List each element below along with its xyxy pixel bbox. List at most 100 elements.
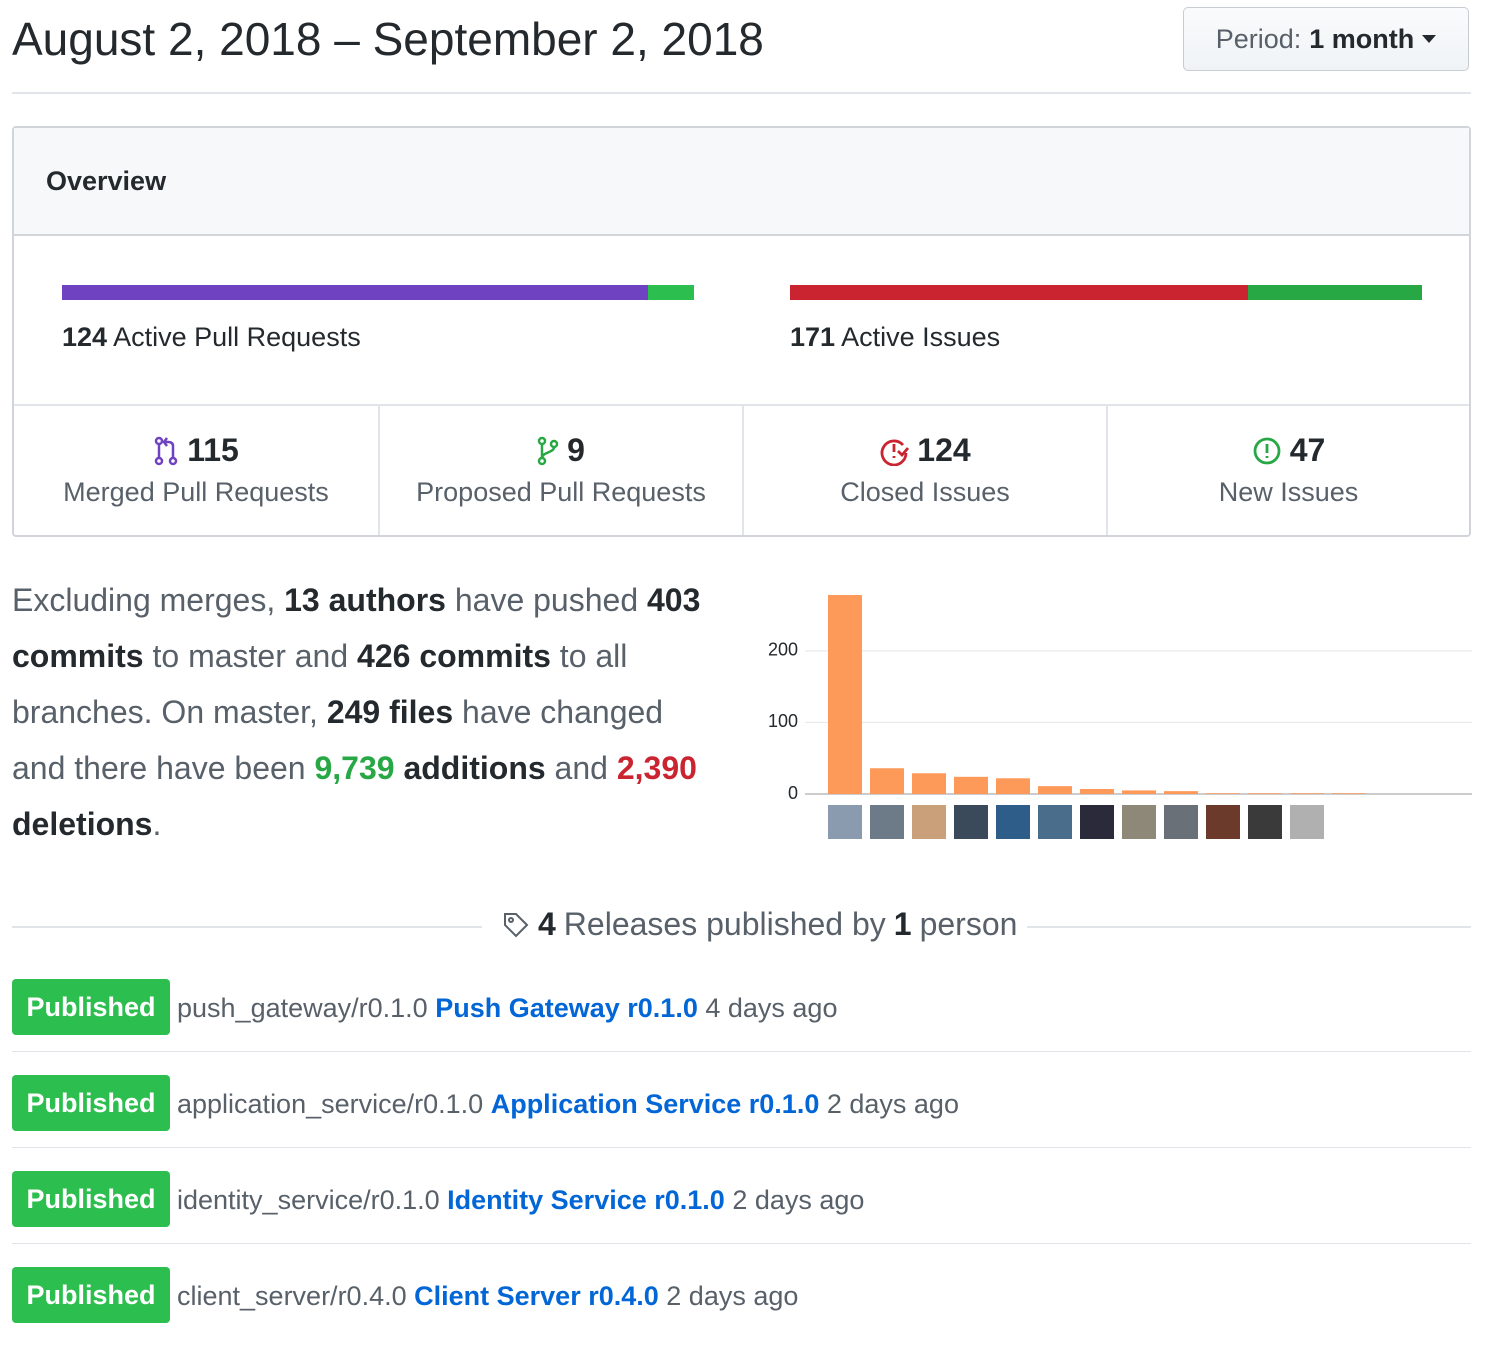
release-text: client_server/r0.4.0 Client Server r0.4.… (177, 1281, 798, 1312)
avatar (954, 805, 988, 839)
avatar (1290, 805, 1324, 839)
summary-text: Excluding merges, (12, 582, 285, 618)
release-time: 2 days ago (826, 1089, 959, 1119)
page-title: August 2, 2018 – September 2, 2018 (12, 13, 764, 65)
divider (12, 92, 1471, 94)
bar (1164, 791, 1198, 794)
count: 171 (790, 322, 836, 352)
label: Active Issues (841, 322, 1001, 352)
release-time: 4 days ago (705, 993, 838, 1023)
avatar (1164, 805, 1198, 839)
bar (1080, 788, 1114, 794)
summary-text: to all branches. On master, (12, 638, 628, 730)
stat-label: Merged Pull Requests (63, 477, 329, 507)
avatar (1122, 805, 1156, 839)
stat[interactable]: 9 Proposed Pull Requests (380, 406, 742, 535)
divider (12, 926, 482, 928)
stat[interactable]: 47 New Issues (1108, 406, 1469, 535)
release-text: identity_service/r0.1.0 Identity Service… (177, 1185, 864, 1216)
issue-bar (790, 285, 1422, 300)
divider (378, 406, 380, 535)
avatar (1332, 805, 1366, 839)
y-tick-label: 0 (788, 783, 798, 803)
avatar (996, 805, 1030, 839)
stat-value: 124 (917, 432, 971, 468)
avatar (870, 805, 904, 839)
summary-text: 13 authors (284, 582, 446, 618)
badge: Published (12, 1075, 170, 1131)
stat[interactable]: 115 Merged Pull Requests (14, 406, 378, 535)
badge: Published (12, 1267, 170, 1323)
stat[interactable]: 124 Closed Issues (744, 406, 1106, 535)
release-name[interactable]: Client Server r0.4.0 (414, 1281, 659, 1311)
summary-text: 2,390 (616, 750, 697, 786)
caret (1422, 35, 1437, 43)
bar-segment (790, 285, 1249, 300)
avatar (1206, 805, 1240, 839)
summary-text: additions (394, 750, 546, 786)
branch-icon (537, 436, 559, 465)
release-text: push_gateway/r0.1.0 Push Gateway r0.1.0 … (177, 993, 837, 1024)
summary-text: and (545, 750, 617, 786)
y-tick-label: 200 (768, 640, 798, 660)
stat-value: 9 (567, 432, 585, 468)
summary-text: 426 commits (357, 638, 551, 674)
release-tag: client_server/r0.4.0 (177, 1281, 407, 1311)
active-prs: 124 Active Pull Requests (62, 322, 361, 353)
active-issues: 171 Active Issues (790, 322, 1000, 353)
summary-text: 403 commits (12, 582, 701, 674)
avatar (1038, 805, 1072, 839)
bar (912, 773, 946, 794)
bar-segment (648, 285, 694, 300)
text: person (919, 906, 1018, 942)
divider (1106, 406, 1108, 535)
bar (954, 776, 988, 794)
release-tag: push_gateway/r0.1.0 (177, 993, 428, 1023)
bar (996, 778, 1030, 794)
release-name[interactable]: Application Service r0.1.0 (490, 1089, 820, 1119)
stat-value: 47 (1289, 432, 1326, 468)
divider (12, 1051, 1471, 1052)
summary-text: deletions (12, 806, 153, 842)
release-row: Published identity_service/r0.1.0 Identit… (12, 1171, 1471, 1267)
count: 124 (62, 322, 108, 352)
bar (1248, 793, 1282, 794)
tag-icon (504, 912, 529, 937)
release-row: Published client_server/r0.4.0 Client Ser… (12, 1267, 1471, 1363)
stat-label: Proposed Pull Requests (416, 477, 706, 507)
badge: Published (12, 979, 170, 1035)
release-name[interactable]: Identity Service r0.1.0 (447, 1185, 725, 1215)
release-name[interactable]: Push Gateway r0.1.0 (435, 993, 698, 1023)
release-text: application_service/r0.1.0 Application S… (177, 1089, 959, 1120)
summary-text: have changed and there have been (12, 694, 664, 786)
period-label: Period: (1215, 23, 1302, 54)
label: Active Pull Requests (113, 322, 361, 352)
summary-text: . (152, 806, 162, 842)
release-time: 2 days ago (732, 1185, 865, 1215)
divider (1012, 926, 1471, 928)
release-time: 2 days ago (666, 1281, 799, 1311)
bar (1038, 786, 1072, 794)
bar (1206, 793, 1240, 794)
summary-text: 9,739 (314, 750, 395, 786)
bar (828, 595, 862, 794)
issue-icon (1253, 437, 1281, 464)
divider (12, 1243, 1471, 1244)
summary-text: 249 files (326, 694, 454, 730)
release-tag: application_service/r0.1.0 (177, 1089, 484, 1119)
people-count: 1 (893, 906, 912, 942)
bar (1332, 793, 1366, 794)
text: Releases published by (563, 906, 886, 942)
summary-text: have pushed (445, 582, 647, 618)
stat-label: New Issues (1218, 477, 1359, 507)
bar (1122, 790, 1156, 794)
pr-bar (62, 285, 694, 300)
period-button[interactable]: Period: 1 month (1183, 7, 1469, 71)
release-tag: identity_service/r0.1.0 (177, 1185, 440, 1215)
closed-issue-icon (880, 439, 910, 466)
merge-icon (154, 436, 178, 465)
stat-value: 115 (187, 432, 239, 468)
avatar (828, 805, 862, 839)
badge: Published (12, 1171, 170, 1227)
